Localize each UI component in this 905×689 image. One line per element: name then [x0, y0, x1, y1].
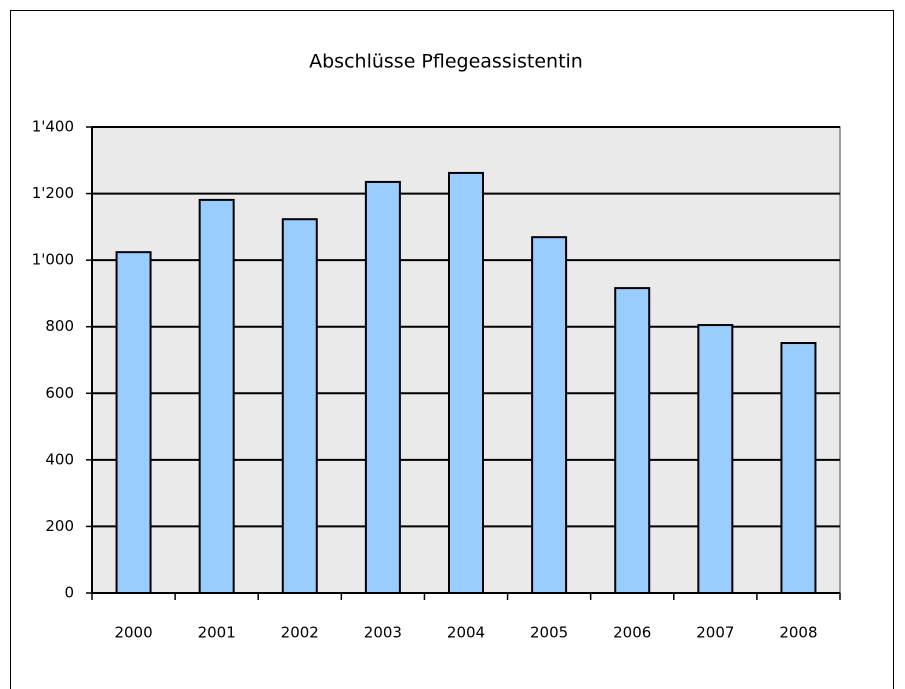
- bar: [115, 251, 152, 594]
- x-tick-label: 2005: [530, 624, 568, 642]
- y-tick-label: 1'200: [32, 184, 74, 202]
- y-tick-label: 400: [45, 450, 74, 468]
- y-tick-label: 0: [64, 584, 74, 602]
- x-tick-label: 2008: [779, 624, 817, 642]
- bar: [364, 180, 401, 595]
- y-tick-label: 1'400: [32, 118, 74, 136]
- y-tick-label: 200: [45, 517, 74, 535]
- bar: [697, 324, 734, 594]
- y-tick-label: 1'000: [32, 251, 74, 269]
- bar: [531, 236, 568, 594]
- bar: [281, 218, 318, 595]
- bar: [448, 171, 484, 594]
- bar: [780, 342, 817, 594]
- x-tick-label: 2003: [364, 624, 402, 642]
- bar: [198, 198, 235, 594]
- chart-title: Abschlüsse Pflegeassistentin: [309, 51, 583, 73]
- y-tick-label: 800: [45, 317, 74, 335]
- x-tick-label: 2004: [447, 624, 485, 642]
- bar: [614, 287, 651, 594]
- y-tick-label: 600: [45, 384, 74, 402]
- chart-frame: [10, 10, 894, 689]
- x-tick-label: 2007: [696, 624, 734, 642]
- x-tick-label: 2001: [198, 624, 236, 642]
- x-tick-label: 2000: [114, 624, 152, 642]
- x-tick-label: 2002: [281, 624, 319, 642]
- x-tick-label: 2006: [613, 624, 651, 642]
